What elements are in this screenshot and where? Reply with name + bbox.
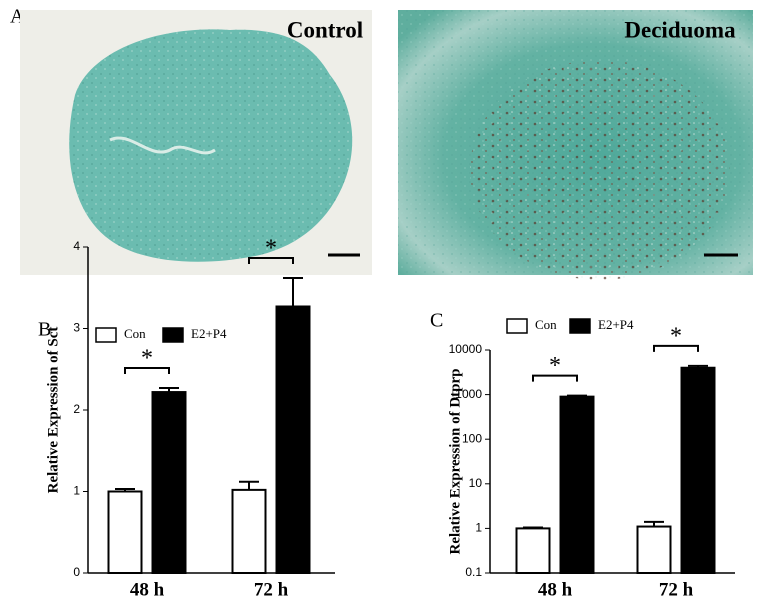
significance-mark: *	[141, 345, 153, 371]
significance-bracket	[124, 366, 170, 374]
bar	[151, 391, 187, 574]
significance-bracket	[248, 256, 294, 264]
legend-label: E2+P4	[191, 326, 227, 341]
panel-label: B	[38, 319, 51, 341]
legend-swatch	[95, 327, 117, 343]
error-bar	[239, 480, 259, 490]
x-tick-label: 72 h	[659, 579, 694, 600]
x-tick-label: 72 h	[254, 579, 289, 600]
legend-label: Con	[124, 326, 146, 341]
y-tick-label: 1	[73, 484, 80, 498]
error-bar	[523, 526, 543, 529]
significance-mark: *	[265, 235, 277, 261]
y-tick-label: 4	[73, 239, 80, 253]
error-bar	[115, 488, 135, 492]
error-bar	[688, 364, 708, 368]
y-tick-label: 10	[469, 476, 483, 490]
legend-label: Con	[535, 317, 557, 332]
y-tick-label: 100	[462, 431, 482, 445]
micrograph-control: Control	[20, 10, 372, 275]
x-tick-label: 48 h	[130, 579, 165, 600]
y-tick-label: 0.1	[465, 565, 482, 579]
micrograph-deciduoma: Deciduoma	[398, 10, 753, 280]
y-tick-label: 0	[73, 565, 80, 579]
bar	[515, 527, 551, 575]
panel-label: C	[430, 310, 443, 332]
legend-swatch	[506, 318, 528, 334]
x-tick-label: 48 h	[538, 579, 573, 600]
significance-mark: *	[549, 353, 561, 379]
y-axis-label: Relative Expression of Dtprp	[447, 369, 463, 555]
legend-label: E2+P4	[598, 317, 634, 332]
significance-bracket	[653, 344, 699, 352]
significance-mark: *	[670, 323, 682, 349]
bar	[636, 525, 672, 575]
y-tick-label: 1000	[455, 387, 482, 401]
legend-swatch	[162, 327, 184, 343]
y-tick-label: 2	[73, 402, 80, 416]
y-axis-label: Relative Expression of Sct	[45, 327, 61, 494]
bar	[275, 305, 311, 574]
bar	[231, 488, 267, 574]
legend-swatch	[569, 318, 591, 334]
error-bar	[567, 394, 587, 397]
image-title: Control	[287, 17, 363, 42]
error-bar	[283, 276, 303, 307]
bar	[107, 490, 143, 574]
y-tick-label: 10000	[449, 342, 483, 356]
error-bar	[159, 386, 179, 393]
image-title: Deciduoma	[624, 17, 736, 42]
significance-bracket	[532, 374, 578, 382]
bar	[559, 395, 595, 574]
y-tick-label: 3	[73, 321, 80, 335]
error-bar	[644, 520, 664, 527]
y-tick-label: 1	[475, 521, 482, 535]
bar	[680, 366, 716, 575]
